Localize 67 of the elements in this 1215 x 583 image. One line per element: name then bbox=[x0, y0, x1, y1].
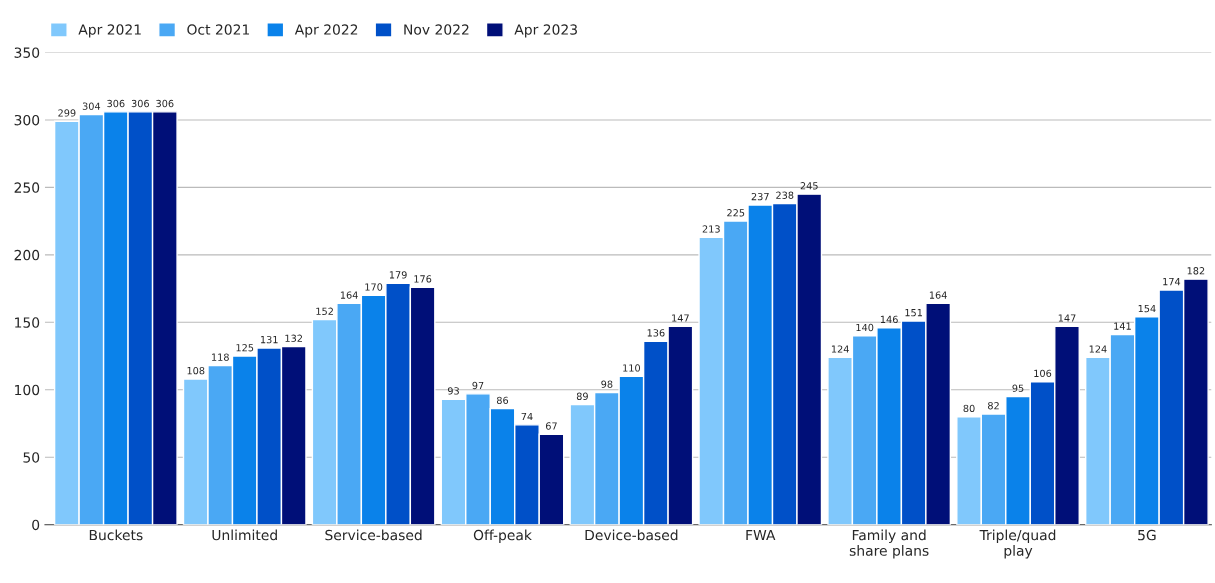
data-label: 306 bbox=[107, 99, 125, 108]
y-tick-label: 150 bbox=[15, 317, 40, 328]
data-label: 110 bbox=[623, 364, 641, 372]
data-label: 306 bbox=[131, 99, 149, 108]
x-tick-label: Buckets bbox=[89, 529, 143, 541]
data-label: 89 bbox=[576, 392, 588, 400]
data-label: 164 bbox=[929, 291, 947, 299]
data-label: 98 bbox=[601, 380, 613, 388]
data-label: 67 bbox=[545, 422, 557, 430]
data-label: 97 bbox=[472, 381, 484, 390]
data-label: 182 bbox=[1187, 267, 1205, 275]
data-label: 86 bbox=[496, 396, 509, 404]
legend-label: Oct 2021 bbox=[187, 24, 250, 35]
data-label: 125 bbox=[236, 344, 254, 352]
data-label: 147 bbox=[1058, 314, 1076, 322]
data-label: 106 bbox=[1034, 369, 1052, 378]
data-label: 238 bbox=[776, 191, 794, 199]
data-label: 124 bbox=[1089, 345, 1107, 353]
data-label: 174 bbox=[1163, 278, 1181, 286]
data-label: 132 bbox=[285, 334, 303, 342]
data-label: 213 bbox=[702, 225, 720, 233]
legend-label: Nov 2022 bbox=[404, 24, 469, 35]
data-label: 237 bbox=[751, 192, 769, 201]
legend-label: Apr 2022 bbox=[294, 24, 358, 38]
y-tick-label: 200 bbox=[14, 249, 40, 261]
data-label: 95 bbox=[1012, 384, 1024, 392]
data-label: 136 bbox=[647, 329, 665, 337]
x-tick-label: Triple/quad play bbox=[979, 529, 1056, 559]
data-label: 108 bbox=[187, 366, 205, 375]
data-label: 164 bbox=[340, 291, 358, 299]
x-tick-label: FWA bbox=[746, 529, 776, 541]
data-label: 179 bbox=[389, 271, 407, 279]
x-tick-label: Family and share plans bbox=[849, 529, 929, 559]
y-tick-label: 250 bbox=[14, 182, 40, 193]
legend-label: Apr 2021 bbox=[78, 24, 141, 38]
data-label: 299 bbox=[58, 109, 76, 117]
x-tick-label: 5G bbox=[1138, 529, 1156, 541]
y-tick-label: 300 bbox=[14, 114, 40, 126]
data-label: 176 bbox=[414, 275, 432, 283]
data-label: 152 bbox=[316, 307, 333, 315]
data-label: 147 bbox=[672, 314, 689, 322]
x-tick-label: Unlimited bbox=[212, 529, 277, 541]
data-label: 74 bbox=[521, 412, 533, 421]
data-label: 140 bbox=[856, 323, 874, 332]
x-tick-label: Off-peak bbox=[473, 529, 532, 543]
data-label: 151 bbox=[905, 309, 923, 317]
data-label: 154 bbox=[1138, 305, 1156, 313]
data-label: 141 bbox=[1114, 322, 1131, 330]
data-label: 225 bbox=[727, 209, 745, 217]
y-tick-label: 100 bbox=[15, 384, 40, 396]
data-label: 124 bbox=[831, 345, 849, 353]
data-label: 80 bbox=[963, 404, 975, 413]
data-label: 306 bbox=[156, 99, 174, 108]
y-tick-label: 50 bbox=[23, 452, 40, 463]
data-label: 93 bbox=[447, 387, 459, 395]
data-label: 304 bbox=[82, 102, 101, 110]
y-tick-label: 350 bbox=[14, 47, 40, 58]
x-tick-label: Service-based bbox=[325, 529, 422, 541]
y-tick-label: 0 bbox=[32, 519, 40, 531]
data-label: 146 bbox=[880, 315, 898, 324]
data-label: 170 bbox=[365, 283, 383, 291]
data-label: 131 bbox=[261, 335, 278, 344]
x-tick-label: Device-based bbox=[585, 529, 678, 541]
data-label: 118 bbox=[212, 353, 229, 361]
data-label: 245 bbox=[800, 182, 818, 190]
data-label: 82 bbox=[988, 402, 999, 410]
legend-label: Apr 2023 bbox=[514, 24, 577, 38]
